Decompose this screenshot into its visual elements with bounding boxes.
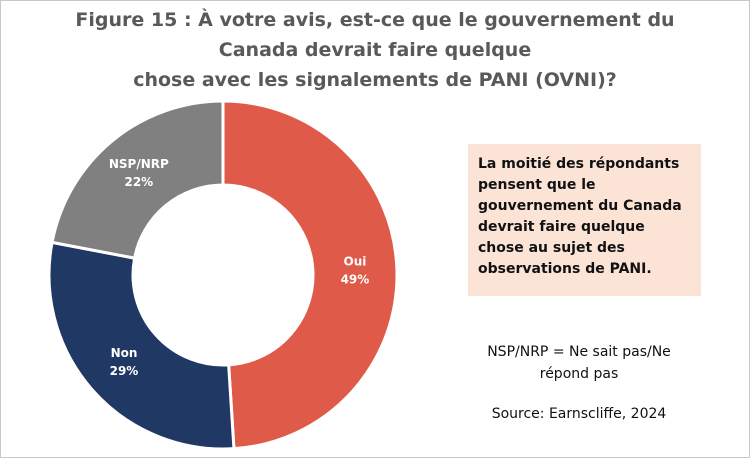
annotation: La moitié des répondants pensent que le … <box>468 144 701 296</box>
donut-slice <box>50 99 225 260</box>
title-line: chose avec les signalements de PANI (OVN… <box>133 69 617 91</box>
slice-label: NSP/NRP <box>109 157 169 171</box>
title-line: Canada devrait faire quelque <box>218 39 532 61</box>
donut-slice <box>221 99 399 451</box>
title-line: Figure 15 : À votre avis, est-ce que le … <box>75 9 675 31</box>
value-label: 49% <box>341 272 370 286</box>
slice-label: Oui <box>344 254 367 268</box>
donut-slice <box>47 240 236 451</box>
note: NSP/NRP = Ne sait pas/Ne répond pas <box>487 344 671 382</box>
value-label: 22% <box>124 175 153 189</box>
slice-label: Non <box>111 346 138 360</box>
value-label: 29% <box>110 364 139 378</box>
source: Source: Earnscliffe, 2024 <box>491 406 667 422</box>
